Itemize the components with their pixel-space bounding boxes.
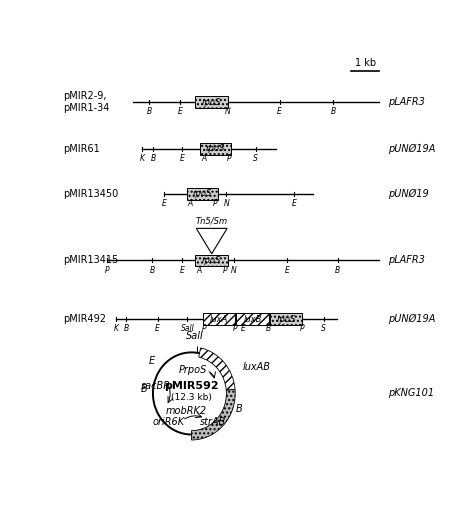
- Text: mobRK2: mobRK2: [165, 406, 207, 416]
- Text: E: E: [284, 266, 290, 274]
- Bar: [270, 313, 302, 325]
- Text: 1 kb: 1 kb: [355, 58, 376, 69]
- Bar: [195, 255, 228, 266]
- Text: rpoS: rpoS: [202, 256, 221, 265]
- Text: N: N: [225, 107, 230, 116]
- Text: pLAFR3: pLAFR3: [388, 97, 425, 107]
- Text: P: P: [227, 154, 231, 163]
- Text: P: P: [201, 324, 206, 333]
- Text: B: B: [150, 154, 155, 163]
- Text: P: P: [105, 266, 109, 274]
- Text: E: E: [292, 199, 297, 208]
- Text: E: E: [149, 356, 155, 366]
- Text: B: B: [266, 324, 271, 333]
- Text: S: S: [321, 324, 326, 333]
- Text: pMIR592: pMIR592: [164, 382, 219, 391]
- Text: E: E: [155, 324, 160, 333]
- Text: B: B: [335, 266, 340, 274]
- Text: B: B: [146, 107, 152, 116]
- Text: luxAB: luxAB: [243, 362, 271, 372]
- Wedge shape: [191, 390, 235, 440]
- Text: A: A: [202, 154, 207, 163]
- Text: strAB: strAB: [200, 417, 226, 427]
- Text: pLAFR3: pLAFR3: [388, 256, 425, 266]
- Text: K: K: [114, 324, 118, 333]
- Text: B: B: [141, 384, 147, 394]
- Text: rpoS: rpoS: [202, 98, 221, 107]
- Text: pMIR2-9,
pMIR1-34: pMIR2-9, pMIR1-34: [63, 91, 109, 113]
- Text: E: E: [277, 107, 282, 116]
- Text: pKNG101: pKNG101: [388, 389, 434, 398]
- Text: A: A: [187, 199, 192, 208]
- Text: E: E: [180, 266, 185, 274]
- Text: (12.3 kb): (12.3 kb): [171, 393, 212, 402]
- Wedge shape: [199, 348, 235, 390]
- Bar: [200, 143, 231, 155]
- Text: E: E: [240, 324, 246, 333]
- Text: PrpoS: PrpoS: [179, 365, 208, 375]
- Text: S: S: [253, 154, 258, 163]
- Text: E: E: [162, 199, 166, 208]
- Text: P: P: [223, 266, 228, 274]
- Text: Tn5/Sm: Tn5/Sm: [196, 216, 228, 225]
- Bar: [187, 188, 218, 200]
- Text: B: B: [124, 324, 129, 333]
- Text: luxA: luxA: [210, 314, 228, 324]
- Text: E: E: [178, 107, 183, 116]
- Text: P: P: [213, 199, 218, 208]
- Text: pMIR61: pMIR61: [63, 144, 100, 154]
- Text: pMIR492: pMIR492: [63, 314, 106, 324]
- Text: SalI: SalI: [186, 331, 204, 341]
- Text: B: B: [330, 107, 336, 116]
- Text: A: A: [196, 266, 201, 274]
- Text: pUNØ19: pUNØ19: [388, 189, 429, 199]
- Text: pMIR13450: pMIR13450: [63, 189, 118, 199]
- Text: pUNØ19A: pUNØ19A: [388, 314, 436, 324]
- Text: rpoS: rpoS: [276, 314, 296, 324]
- Text: N: N: [224, 199, 229, 208]
- Text: K: K: [139, 154, 145, 163]
- Text: rpoS: rpoS: [206, 144, 225, 153]
- Text: pMIR13415: pMIR13415: [63, 256, 118, 266]
- Text: E: E: [180, 154, 185, 163]
- Text: pUNØ19A: pUNØ19A: [388, 144, 436, 154]
- Bar: [203, 313, 235, 325]
- Text: luxB: luxB: [243, 314, 262, 324]
- Text: P: P: [233, 324, 238, 333]
- Text: sacBR: sacBR: [141, 382, 171, 391]
- Text: P: P: [300, 324, 304, 333]
- Text: rpoS: rpoS: [193, 189, 212, 199]
- Text: B: B: [236, 404, 243, 414]
- Text: oriR6K: oriR6K: [153, 417, 185, 427]
- Text: N: N: [231, 266, 237, 274]
- Text: SalI: SalI: [181, 324, 194, 333]
- Text: B: B: [150, 266, 155, 274]
- Bar: [195, 96, 228, 108]
- Bar: [237, 313, 269, 325]
